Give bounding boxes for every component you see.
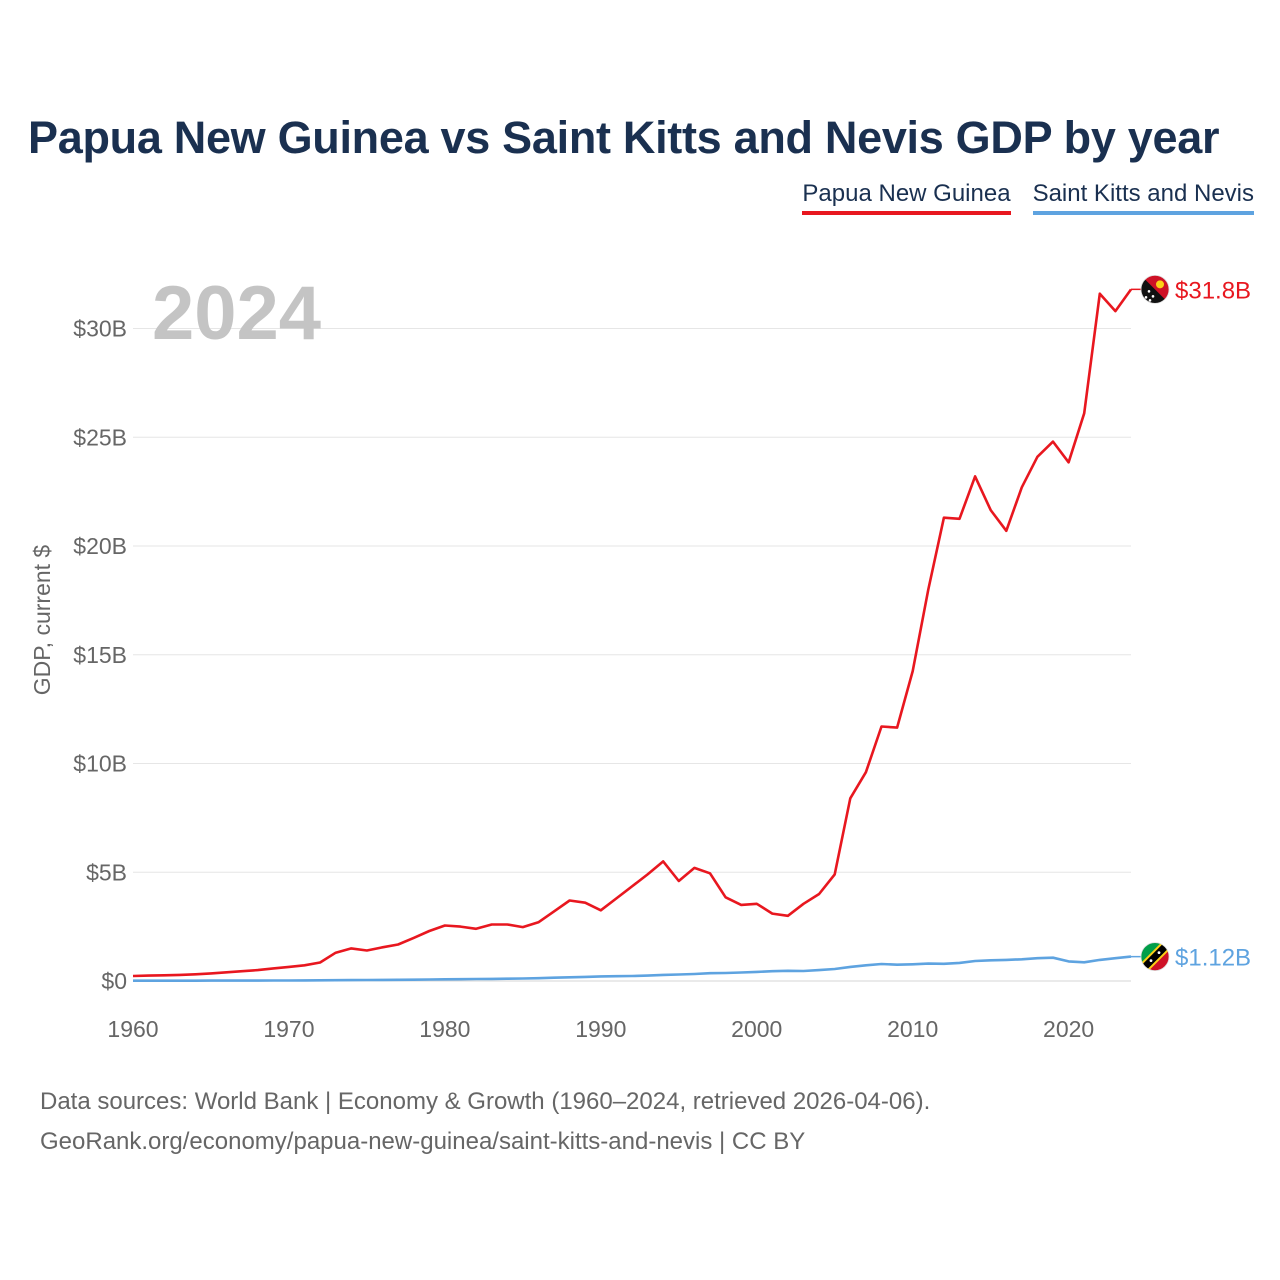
y-tick-label: $20B bbox=[73, 533, 127, 559]
grid-layer bbox=[133, 328, 1131, 982]
footer-attribution: GeoRank.org/economy/papua-new-guinea/sai… bbox=[40, 1128, 806, 1155]
y-axis-label: GDP, current $ bbox=[29, 545, 55, 696]
year-watermark: 2024 bbox=[152, 271, 321, 356]
chart-title: Papua New Guinea vs Saint Kitts and Nevi… bbox=[28, 112, 1220, 163]
legend-item-papua-new-guinea[interactable]: Papua New Guinea bbox=[802, 180, 1011, 215]
y-tick-label: $0 bbox=[101, 968, 127, 994]
x-tick-label: 1960 bbox=[107, 1016, 158, 1042]
x-tick-label: 2010 bbox=[887, 1016, 938, 1042]
footer: Data sources: World Bank | Economy & Gro… bbox=[40, 1082, 930, 1162]
y-axis: $0 $5B $10B $15B $20B $25B $30B bbox=[73, 316, 127, 995]
x-tick-label: 1970 bbox=[263, 1016, 314, 1042]
y-tick-label: $10B bbox=[73, 751, 127, 777]
end-value-label: $31.8B bbox=[1175, 277, 1251, 304]
y-tick-label: $25B bbox=[73, 424, 127, 450]
y-tick-label: $30B bbox=[73, 316, 127, 342]
footer-sources: Data sources: World Bank | Economy & Gro… bbox=[40, 1088, 931, 1115]
x-axis: 1960 1970 1980 1990 2000 2010 2020 bbox=[107, 1016, 1094, 1042]
x-tick-label: 2000 bbox=[731, 1016, 782, 1042]
y-tick-label: $15B bbox=[73, 642, 127, 668]
legend-item-saint-kitts-and-nevis[interactable]: Saint Kitts and Nevis bbox=[1032, 180, 1254, 215]
series-line-papua-new-guinea bbox=[132, 288, 1133, 978]
legend: Papua New Guinea Saint Kitts and Nevis bbox=[802, 180, 1254, 215]
x-tick-label: 2020 bbox=[1043, 1016, 1094, 1042]
papua-new-guinea-flag-icon bbox=[1140, 274, 1170, 304]
end-value-label: $1.12B bbox=[1175, 945, 1251, 972]
x-tick-label: 1990 bbox=[575, 1016, 626, 1042]
x-tick-label: 1980 bbox=[419, 1016, 470, 1042]
saint-kitts-and-nevis-flag-icon bbox=[1140, 942, 1170, 972]
series-layer: $31.8B $1.12B bbox=[132, 277, 1251, 983]
series-line-saint-kitts-and-nevis bbox=[133, 955, 1132, 983]
end-markers bbox=[1140, 274, 1170, 972]
y-tick-label: $5B bbox=[86, 859, 127, 885]
